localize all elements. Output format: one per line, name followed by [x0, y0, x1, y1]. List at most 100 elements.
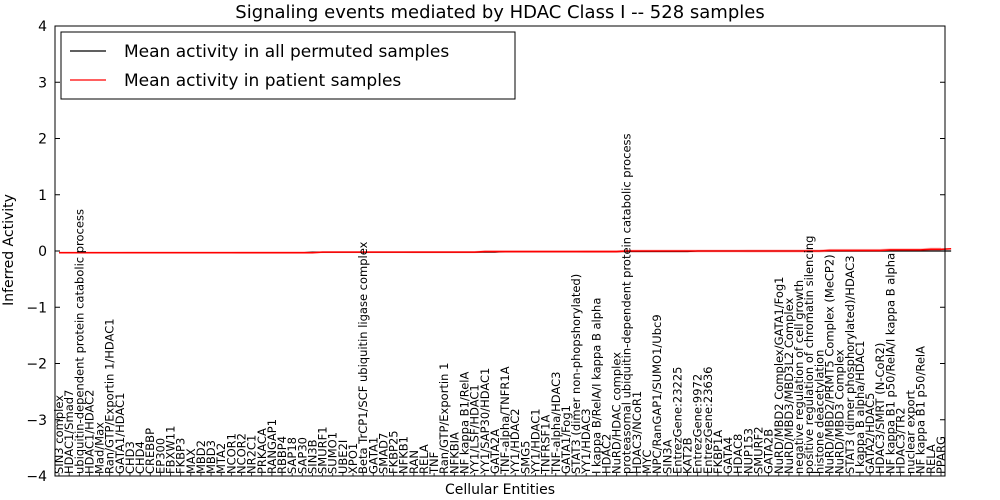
x-tick-label: CREBBP: [143, 428, 157, 474]
x-tick-label: nuclear export: [904, 390, 918, 474]
x-tick-label: TNF-alpha/TNFR1A: [498, 366, 512, 475]
x-tick-label: UBE2I: [336, 440, 350, 474]
x-tick-label: GATA4: [721, 437, 735, 474]
x-tick-label: negative regulation of cell growth: [792, 280, 806, 474]
plot-area: [59, 247, 952, 254]
x-tick-label: XPO1: [346, 443, 360, 474]
x-tick-label: STAT3 (dimer phosphorylated)/HDAC3: [843, 255, 857, 474]
x-tick-label: MAX: [184, 448, 198, 474]
x-tick-label: HDAC1/HDAC2: [82, 390, 96, 475]
x-tick-label: HDAC2: [599, 434, 613, 474]
x-tick-label: TNF: [427, 452, 441, 475]
x-tick-label: CHD4: [133, 441, 147, 474]
x-tick-label: SMAD7: [376, 433, 390, 474]
x-tick-label: MYC: [640, 450, 654, 474]
x-tick-label: EntrezGene:9972: [691, 374, 705, 474]
x-tick-label: RELA: [417, 444, 431, 474]
x-tick-label: FKBP1A: [711, 430, 725, 474]
x-tick-label: SIN3B: [305, 439, 319, 474]
x-tick-label: I kappa B alpha/HDAC1: [853, 341, 867, 474]
x-tick-label: I kappa B/RelA/I kappa B alpha: [589, 298, 603, 474]
x-tick-label: SUMO1: [326, 432, 340, 474]
x-tick-label: SMURF1: [316, 426, 330, 474]
x-tick-label: ubiquitin-dependent protein catabolic pr…: [72, 209, 86, 474]
x-tick-label: HDAC1/Smad7: [62, 390, 76, 474]
x-tick-label: proteasomal ubiquitin-dependent protein …: [620, 133, 634, 474]
x-tick-label: KAT2B: [681, 437, 695, 474]
x-tick-label: NuRD/MBD3 Complex: [833, 349, 847, 474]
x-axis-ticks: SIN3 complexHDAC1/Smad7ubiquitin-depende…: [52, 133, 948, 476]
y-axis-ticks: −4 −3 −2 −1 0 1 2 3 4: [26, 19, 945, 485]
x-tick-label: YY1/HDAC1: [528, 408, 542, 475]
x-tick-label: Mad/Max: [93, 422, 107, 474]
x-tick-label: SMG5: [518, 441, 532, 474]
x-tick-label: GATA1: [366, 437, 380, 474]
x-tick-label: NuRD/MBD2/PRMT5 Complex (MeCP2): [822, 254, 836, 474]
y-axis-label: Inferred Activity: [1, 194, 17, 306]
x-tick-label: MBD2: [194, 440, 208, 474]
x-tick-label: MTA2: [214, 443, 228, 474]
x-tick-label: HDAC3/SMRT (N-CoR2): [873, 343, 887, 474]
x-tick-label: positive regulation of chromatin silenci…: [802, 236, 816, 474]
x-tick-label: NuRD/MBD2 Complex/GATA1/Fog1: [772, 277, 786, 475]
x-tick-label: NUP153: [741, 428, 755, 474]
y-tick-label: 0: [38, 244, 47, 260]
x-tick-label: CHD3: [123, 441, 137, 474]
x-tick-label: FBXW11: [164, 426, 178, 474]
x-tick-label: TNF-alpha/HDAC3: [549, 372, 563, 475]
chart-title: Signaling events mediated by HDAC Class …: [235, 2, 764, 23]
x-tick-label: NCOR1: [224, 433, 238, 474]
x-tick-label: NF kappa B1 p50/RelA/I kappa B alpha: [883, 253, 897, 474]
x-tick-label: NR2C1: [245, 435, 259, 474]
y-tick-label: −1: [26, 300, 47, 316]
x-tick-label: RBBP4: [275, 436, 289, 474]
x-tick-label: GATA2/HDAC5: [863, 393, 877, 474]
x-tick-label: NuRD/HDAC complex: [610, 352, 624, 474]
x-tick-label: histone deacetylation: [812, 350, 826, 474]
plot-frame: [54, 25, 946, 477]
y-tick-label: −4: [26, 469, 47, 485]
x-tick-label: YY1/SAP30/HDAC1: [478, 368, 492, 475]
x-tick-label: SMURF2: [752, 426, 766, 474]
x-tick-label: HDAC3/TR2: [893, 407, 907, 474]
y-tick-label: 3: [38, 75, 47, 91]
x-tick-label: GATA1/Fog1: [559, 405, 573, 474]
y-tick-label: 4: [38, 19, 47, 35]
series-line-patient: [59, 247, 952, 254]
x-axis-label: Cellular Entities: [445, 482, 555, 498]
x-tick-label: YY1/HDAC2: [508, 408, 522, 475]
x-tick-label: Beta TrCP1/SCF ubiquitin ligase complex: [356, 241, 370, 474]
x-tick-label: NF kappa B1/RelA: [458, 371, 472, 474]
y-tick-label: −3: [26, 413, 47, 429]
y-tick-label: 1: [38, 188, 47, 204]
x-tick-label: TNFRSF1A: [539, 415, 553, 475]
x-tick-label: EntrezGene:23225: [670, 367, 684, 474]
x-tick-label: GATA2B: [762, 429, 776, 474]
x-tick-label: STAT3 (dimer non-phopshorylated): [569, 274, 583, 474]
x-tick-label: Ran/GTP/Exportin 1/HDAC1: [103, 318, 117, 474]
x-tick-label: NFKBIA: [447, 432, 461, 474]
x-tick-label: EP300: [153, 438, 167, 474]
x-tick-label: NPC/RanGAP1/SUMO1/Ubc9: [650, 314, 664, 474]
x-tick-label: FKBP25: [387, 430, 401, 474]
x-tick-label: YY1/LSF/HDAC1: [468, 384, 482, 475]
y-tick-label: −2: [26, 357, 47, 373]
legend: Mean activity in all permuted samples Me…: [60, 31, 516, 100]
x-tick-label: MBD3: [204, 440, 218, 474]
x-tick-label: YY1/HDAC3: [579, 408, 593, 475]
x-tick-label: NCOR2: [234, 433, 248, 474]
x-tick-label: NF kappa B1 p50/RelA: [914, 346, 928, 474]
x-tick-label: RELA: [924, 444, 938, 474]
x-tick-label: NuRD/MBD3/MBD3L2 Complex: [782, 298, 796, 474]
x-tick-label: Ran/GTP/Exportin 1: [437, 363, 451, 474]
x-tick-label: SAP30: [295, 437, 309, 474]
x-tick-label: PPARG: [934, 436, 948, 474]
x-tick-label: SAP18: [285, 437, 299, 474]
legend-label-patient: Mean activity in patient samples: [124, 71, 401, 91]
x-tick-label: EntrezGene:23636: [701, 367, 715, 474]
x-tick-label: RAN: [407, 450, 421, 474]
x-tick-label: GATA1/HDAC1: [113, 393, 127, 474]
legend-label-permuted: Mean activity in all permuted samples: [124, 42, 449, 62]
x-tick-label: HDAC3/NCoR1: [630, 391, 644, 474]
